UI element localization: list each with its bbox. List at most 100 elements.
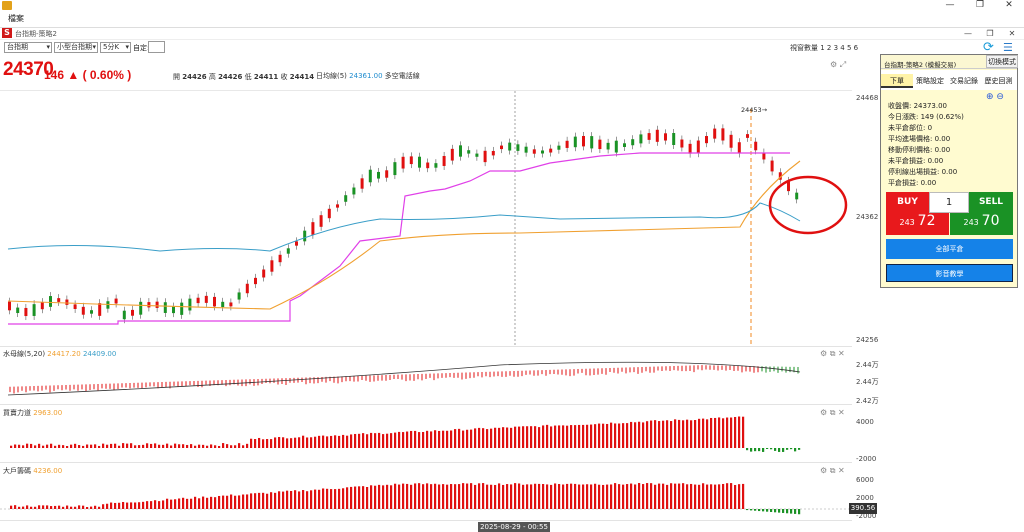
buy-price-button[interactable]: 243 72 [886, 213, 949, 235]
indicator-3-bar [706, 484, 709, 509]
indicator-2-bar [674, 419, 677, 448]
tab-trade-records[interactable]: 交易記錄 [950, 77, 978, 85]
indicator-2-bar [298, 437, 301, 448]
indicator-1-chart [7, 361, 801, 396]
indicator-3-bar [586, 484, 589, 509]
indicator-3-bar [386, 484, 389, 509]
candle-up [729, 134, 733, 148]
info-realized-pnl: 平倉損益: 0.00 [888, 179, 937, 187]
indicator-2-bar [570, 425, 573, 448]
indicator-2-bar [678, 419, 681, 448]
candle-down [467, 150, 471, 154]
indicator-2-bar [58, 444, 61, 448]
panel-1-tools-icon[interactable]: ⚙ ⧉ ✕ [820, 349, 845, 358]
indicator-2-bar [270, 439, 273, 448]
indicator-3-bar [502, 484, 505, 509]
buy-button[interactable]: BUY [886, 192, 929, 213]
indicator-3-bar [90, 506, 93, 509]
indicator-3-bar [754, 509, 757, 511]
view-count-selector[interactable]: 視窗數量 1 2 3 4 5 6 [790, 44, 859, 52]
indicator-3-bar [662, 483, 665, 509]
indicator-3-bar [574, 483, 577, 509]
indicator-3-bar [774, 509, 777, 513]
indicator-3-bar [490, 484, 493, 509]
candle-down [639, 134, 643, 144]
indicator-3-bar [98, 506, 101, 509]
user-list-icon[interactable]: ☰ [1003, 41, 1013, 54]
inner-minimize-button[interactable]: — [964, 29, 972, 38]
indicator-3-bar [150, 501, 153, 509]
candle-down [393, 162, 397, 176]
indicator-2-bar [14, 444, 17, 448]
quantity-input[interactable]: 1 [929, 192, 969, 213]
indicator-2-bar [790, 448, 793, 450]
indicator-3-bar [234, 495, 237, 509]
indicator-3-bar [506, 484, 509, 509]
indicator-2-bar [574, 425, 577, 448]
indicator-2-bar [518, 426, 521, 448]
indicator-2-bar [682, 420, 685, 448]
flatten-all-button[interactable]: 全部平倉 [886, 239, 1013, 259]
inner-close-button[interactable]: ✕ [1008, 29, 1016, 38]
candle-up [746, 134, 749, 138]
indicator-2-bar [394, 432, 397, 448]
indicator-2-bar [494, 427, 497, 448]
indicator-2-bar [302, 435, 305, 448]
indicator-2-bar [638, 421, 641, 448]
indicator-3-bar [434, 483, 437, 509]
custom-input[interactable] [148, 41, 165, 53]
contract-select[interactable]: 小型台指期 [54, 42, 98, 53]
indicator-3-bar [222, 495, 225, 509]
maximize-button[interactable]: ❐ [975, 0, 985, 10]
indicator-3-bar [350, 486, 353, 509]
candle-down [16, 307, 20, 314]
panel-2-tools-icon[interactable]: ⚙ ⧉ ✕ [820, 408, 845, 417]
indicator-3-bar [738, 484, 741, 509]
indicator-3-bar [730, 483, 733, 509]
interval-select[interactable]: 5分K [100, 42, 131, 53]
zoom-in-out-icon[interactable]: ⊕ ⊖ [986, 92, 1004, 102]
indicator-2-bar [310, 437, 313, 448]
indicator-2-bar [226, 444, 229, 448]
menu-file[interactable]: 檔案 [8, 14, 24, 23]
candle-up [582, 135, 585, 147]
indicator-2-bar [190, 444, 193, 448]
red-circle-annotation [768, 175, 848, 235]
panel-settings-icon[interactable]: ⚙ ⤢ [830, 60, 847, 69]
candle-up [787, 180, 790, 192]
indicator-3-bar [398, 484, 401, 509]
minimize-button[interactable]: — [945, 0, 955, 10]
last-price: 24370 [3, 59, 54, 80]
video-tutorial-button[interactable]: 影音教學 [886, 264, 1013, 282]
sell-price-button[interactable]: 243 70 [950, 213, 1013, 235]
indicator-3-bar [42, 505, 45, 509]
indicator-3-bar [110, 502, 113, 509]
indicator-2-bar [746, 448, 749, 451]
indicator-3-bar [346, 487, 349, 509]
indicator-2-bar [710, 417, 713, 448]
tab-order[interactable]: 下單 [881, 74, 913, 88]
refresh-icon[interactable]: ⟳ [983, 40, 994, 55]
indicator-3-bar [650, 483, 653, 509]
switch-mode-button[interactable]: 切換模式 [986, 55, 1018, 68]
ma-value: 24361.00 [349, 72, 383, 80]
tab-strategy-settings[interactable]: 策略設定 [916, 77, 944, 85]
indicator-3-bar [338, 488, 341, 509]
panel-3-tools-icon[interactable]: ⚙ ⧉ ✕ [820, 466, 845, 475]
candlestick-chart[interactable] [0, 91, 852, 347]
close-button[interactable]: ✕ [1005, 0, 1013, 10]
indicator-3-bar [214, 497, 217, 509]
indicator-3-bar [286, 490, 289, 509]
candle-up [680, 139, 684, 148]
tab-backtest[interactable]: 歷史回測 [984, 77, 1013, 85]
indicator-3-bar [170, 499, 173, 509]
open-value: 24426 [182, 73, 207, 81]
sell-button[interactable]: SELL [969, 192, 1013, 213]
candle-down [139, 301, 143, 315]
indicator-2-bar [162, 444, 165, 448]
indicator-2-bar [758, 448, 761, 452]
indicator-panel-1 [0, 347, 852, 405]
indicator-3-bar [18, 506, 21, 509]
inner-restore-button[interactable]: ❐ [986, 29, 994, 38]
product-select[interactable]: 台指期 [4, 42, 52, 53]
